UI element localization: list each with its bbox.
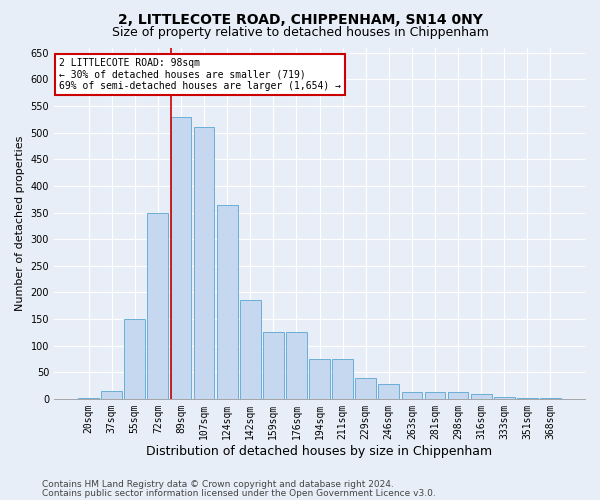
Bar bbox=[240, 300, 260, 399]
Bar bbox=[263, 332, 284, 399]
Text: 2, LITTLECOTE ROAD, CHIPPENHAM, SN14 0NY: 2, LITTLECOTE ROAD, CHIPPENHAM, SN14 0NY bbox=[118, 12, 482, 26]
Y-axis label: Number of detached properties: Number of detached properties bbox=[15, 136, 25, 311]
Bar bbox=[309, 359, 330, 399]
Bar bbox=[170, 116, 191, 399]
Text: Contains HM Land Registry data © Crown copyright and database right 2024.: Contains HM Land Registry data © Crown c… bbox=[42, 480, 394, 489]
Bar bbox=[101, 391, 122, 399]
Text: Contains public sector information licensed under the Open Government Licence v3: Contains public sector information licen… bbox=[42, 489, 436, 498]
Bar bbox=[286, 332, 307, 399]
Bar bbox=[217, 204, 238, 399]
Bar bbox=[471, 394, 491, 399]
Bar bbox=[194, 128, 214, 399]
Bar bbox=[78, 398, 99, 399]
Bar bbox=[448, 392, 469, 399]
Bar bbox=[517, 398, 538, 399]
Bar bbox=[355, 378, 376, 399]
Bar bbox=[124, 319, 145, 399]
Bar bbox=[379, 384, 399, 399]
Bar bbox=[540, 398, 561, 399]
Bar bbox=[425, 392, 445, 399]
Bar bbox=[401, 392, 422, 399]
Bar bbox=[148, 212, 168, 399]
Bar bbox=[494, 397, 515, 399]
X-axis label: Distribution of detached houses by size in Chippenham: Distribution of detached houses by size … bbox=[146, 444, 493, 458]
Text: 2 LITTLECOTE ROAD: 98sqm
← 30% of detached houses are smaller (719)
69% of semi-: 2 LITTLECOTE ROAD: 98sqm ← 30% of detach… bbox=[59, 58, 341, 91]
Bar bbox=[332, 359, 353, 399]
Text: Size of property relative to detached houses in Chippenham: Size of property relative to detached ho… bbox=[112, 26, 488, 39]
